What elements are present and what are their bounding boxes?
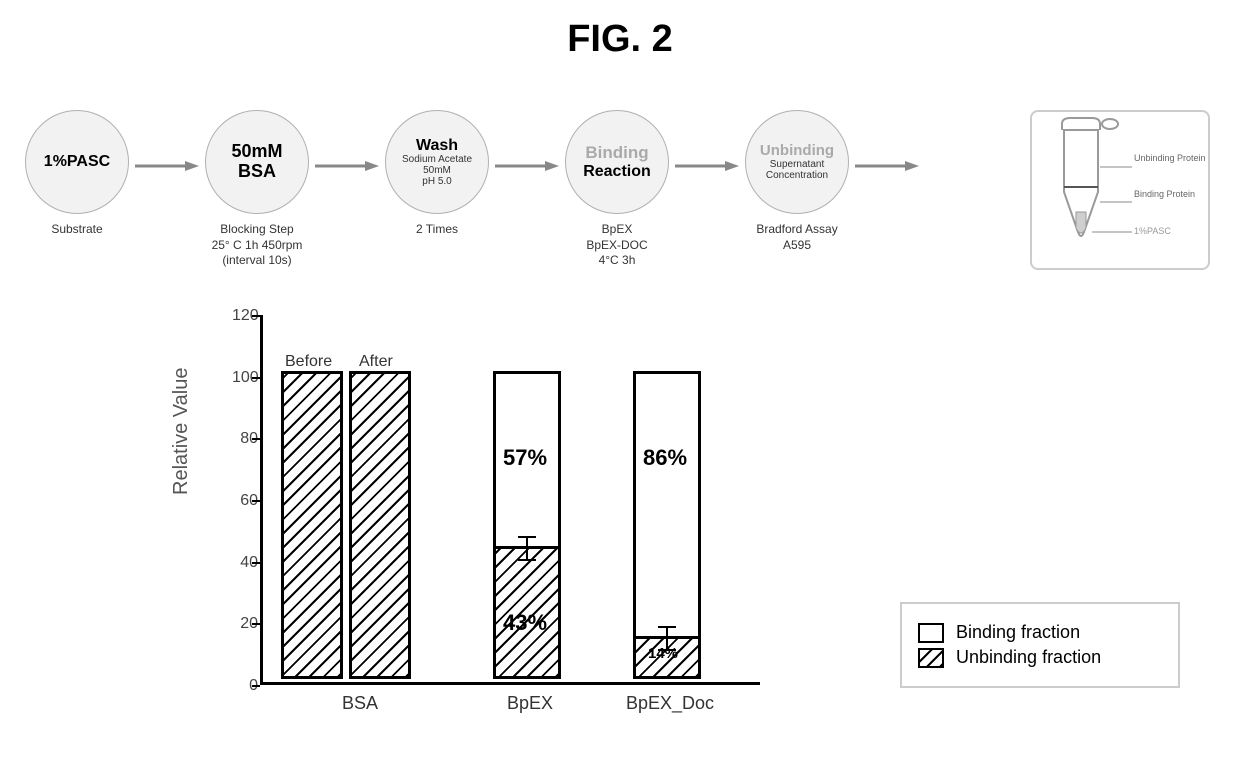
legend-swatch-plain [918, 623, 944, 643]
step-sublabel: Bradford Assay A595 [727, 222, 867, 253]
flow-step-binding: Binding Reaction [565, 110, 669, 214]
chart-legend: Binding fraction Unbinding fraction [900, 602, 1180, 688]
y-tick-mark [252, 377, 260, 379]
bar-chart: Relative Value 0 20 40 60 80 100 120 Bef… [180, 295, 820, 735]
step-text: 1%PASC [44, 153, 110, 171]
inset-tube-panel: Unbinding Protein Binding Protein 1%PASC [1030, 110, 1210, 270]
flow-step-unbinding: Unbinding Supernatant Concentration [745, 110, 849, 214]
error-bar [526, 537, 528, 561]
legend-label: Unbinding fraction [956, 647, 1101, 668]
bar-bsa-before [281, 371, 343, 679]
step-text: Reaction [583, 163, 651, 181]
figure-title: FIG. 2 [0, 0, 1240, 61]
plot-area: Before After 57% 43% 86% 14% [260, 315, 760, 685]
step-text: Wash [416, 137, 458, 155]
x-tick-label: BpEX [480, 693, 580, 714]
y-tick-mark [252, 623, 260, 625]
flow-arrow-icon [135, 158, 199, 168]
legend-item: Binding fraction [918, 622, 1162, 643]
bar-pct-label: 86% [643, 445, 687, 471]
step-sublabel: Blocking Step 25° C 1h 450rpm (interval … [187, 222, 327, 269]
y-tick-mark [252, 315, 260, 317]
error-cap [658, 649, 676, 651]
step-sublabel: Substrate [7, 222, 147, 238]
x-tick-label: BSA [310, 693, 410, 714]
bar-pct-label: 43% [503, 610, 547, 636]
step-text: Concentration [766, 170, 828, 181]
flow-arrow-icon [495, 158, 559, 168]
flow-arrow-icon [855, 158, 919, 168]
bar-bsa-after [349, 371, 411, 679]
step-text: pH 5.0 [422, 176, 451, 187]
y-tick-mark [252, 438, 260, 440]
step-text: 50mM [423, 165, 451, 176]
inset-label: 1%PASC [1134, 226, 1171, 236]
step-text: Binding [585, 144, 648, 163]
x-tick-label: BpEX_Doc [610, 693, 730, 714]
step-text: BSA [238, 162, 276, 182]
step-sublabel: 2 Times [367, 222, 507, 238]
step-text: 50mM [231, 142, 282, 162]
flow-step-bsa: 50mM BSA [205, 110, 309, 214]
error-cap [518, 559, 536, 561]
flow-step-wash: Wash Sodium Acetate 50mM pH 5.0 [385, 110, 489, 214]
y-tick-mark [252, 562, 260, 564]
legend-label: Binding fraction [956, 622, 1080, 643]
error-cap [658, 626, 676, 628]
flow-arrow-icon [315, 158, 379, 168]
error-bar [666, 627, 668, 651]
flow-arrow-icon [675, 158, 739, 168]
inset-label: Binding Protein [1134, 190, 1206, 200]
inset-label: Unbinding Protein [1134, 154, 1206, 164]
bar-top-label: Before [285, 353, 332, 371]
y-axis-title: Relative Value [170, 368, 193, 495]
bar-pct-label: 14% [648, 645, 678, 662]
step-text: Sodium Acetate [402, 154, 472, 165]
legend-item: Unbinding fraction [918, 647, 1162, 668]
error-cap [518, 536, 536, 538]
bar-top-label: After [359, 353, 393, 371]
step-text: Unbinding [760, 143, 834, 160]
step-sublabel: BpEX BpEX-DOC 4°C 3h [547, 222, 687, 269]
flow-diagram: 1%PASC Substrate 50mM BSA Blocking Step … [25, 110, 1035, 280]
legend-swatch-hatched [918, 648, 944, 668]
y-tick-mark [252, 500, 260, 502]
step-text: Supernatant [770, 159, 825, 170]
y-tick-mark [252, 685, 260, 687]
flow-step-substrate: 1%PASC [25, 110, 129, 214]
bar-pct-label: 57% [503, 445, 547, 471]
